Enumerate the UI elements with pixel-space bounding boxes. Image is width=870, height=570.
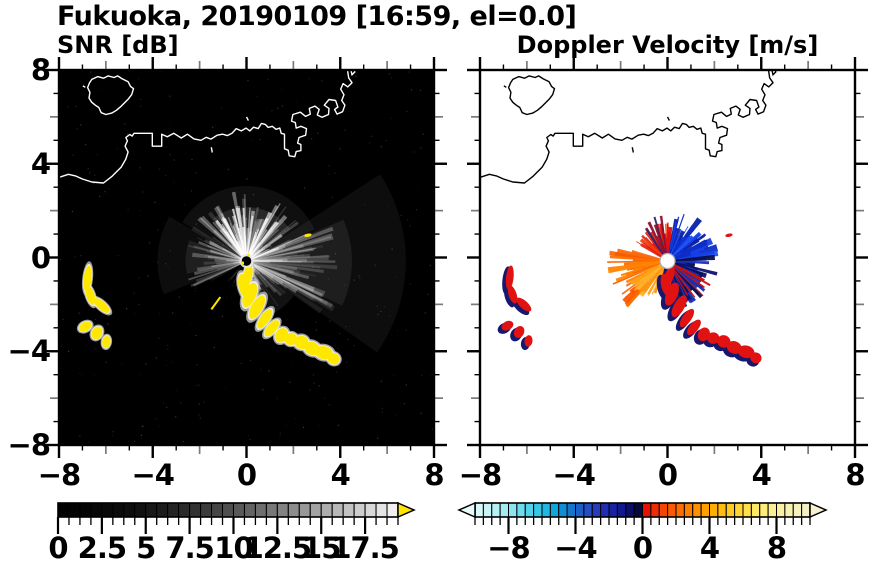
- colorbar-tick-label: 12.5: [243, 531, 313, 565]
- colorbar-tick-label: 10: [214, 531, 253, 565]
- colorbar-tick-label: 15: [302, 531, 341, 565]
- x-tick-label: 8: [845, 458, 865, 492]
- colorbar-tick-label: 2.5: [77, 531, 127, 565]
- x-tick-label: −8: [37, 458, 81, 492]
- colorbar-tick-label: 5: [136, 531, 156, 565]
- colorbar-tick-label: 0: [48, 531, 68, 565]
- x-tick-label: 0: [657, 458, 678, 492]
- colorbar-tick-label: 4: [699, 531, 720, 565]
- y-tick-label: 8: [30, 53, 51, 87]
- x-tick-label: 8: [424, 458, 444, 492]
- x-tick-label: 0: [236, 458, 257, 492]
- y-tick-label: 0: [30, 240, 51, 275]
- colorbar-tick-label: 7.5: [165, 531, 214, 565]
- x-tick-label: −4: [552, 458, 596, 492]
- colorbar-tick-label: −4: [554, 531, 597, 565]
- x-tick-label: 4: [330, 458, 351, 492]
- x-tick-label: −4: [131, 458, 175, 492]
- velocity-map-canvas: [467, 57, 868, 458]
- y-tick-label: 4: [30, 146, 51, 181]
- colorbar-tick-label: 0: [632, 531, 653, 565]
- colorbar-tick-label: 17.5: [331, 531, 400, 565]
- velocity-panel-title: Doppler Velocity [m/s]: [516, 31, 819, 59]
- y-tick-label: −8: [7, 428, 51, 462]
- snr-panel-title: SNR [dB]: [57, 31, 179, 59]
- colorbar-tick-label: 8: [766, 531, 787, 565]
- snr-map-canvas: [46, 57, 447, 458]
- velocity-colorbar: [457, 501, 828, 534]
- x-tick-label: −8: [458, 458, 502, 492]
- colorbar-tick-label: −8: [487, 531, 530, 565]
- figure-title: Fukuoka, 20190109 [16:59, el=0.0]: [57, 1, 577, 32]
- x-tick-label: 4: [751, 458, 772, 492]
- y-tick-label: −4: [7, 334, 51, 369]
- snr-colorbar: [56, 501, 416, 534]
